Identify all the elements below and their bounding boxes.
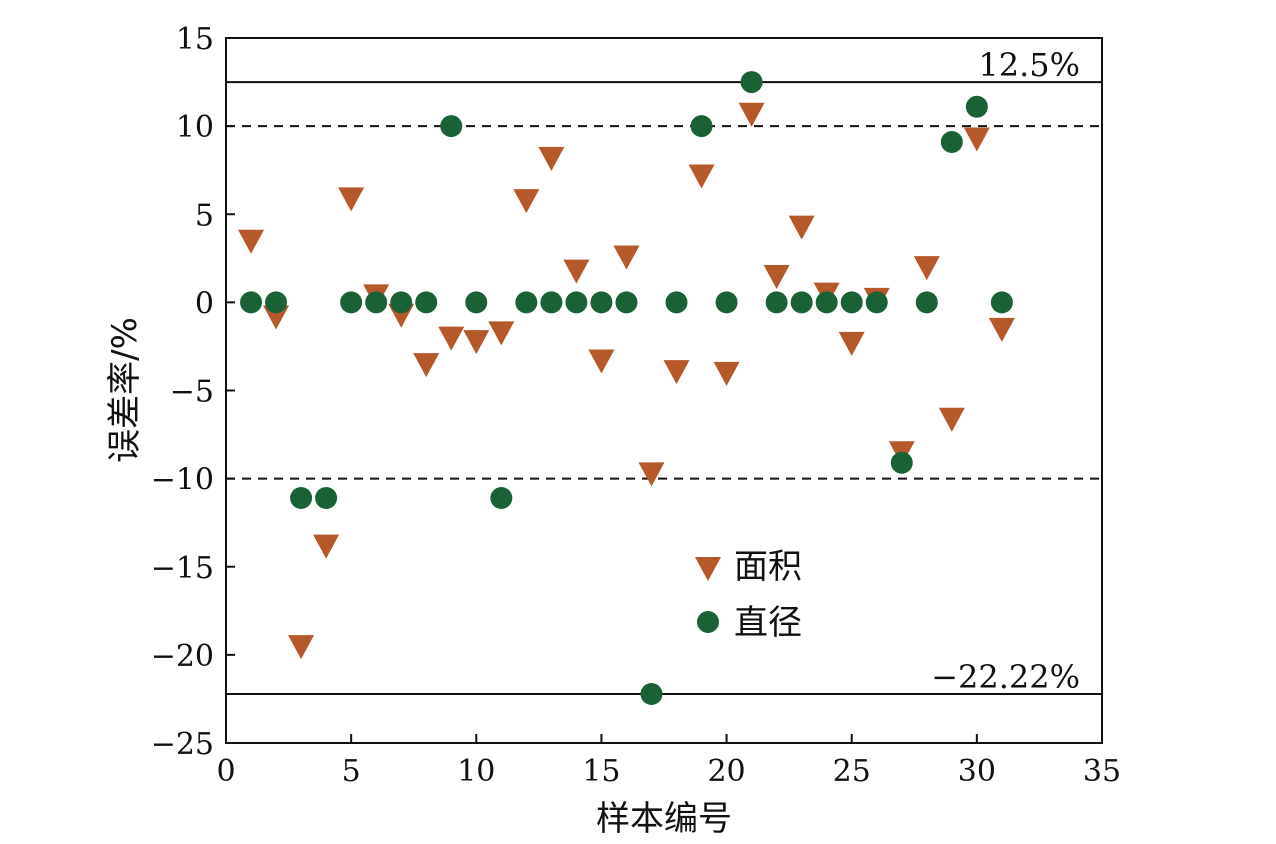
- diameter-point: [465, 291, 488, 314]
- diameter-point: [940, 130, 963, 153]
- legend-marker-diameter: [697, 611, 719, 633]
- legend: 面积 直径: [695, 547, 802, 643]
- diameter-point: [590, 291, 613, 314]
- y-tick-label: −10: [151, 463, 214, 498]
- diameter-point: [615, 291, 638, 314]
- diameter-point: [890, 451, 913, 474]
- x-tick-label: 15: [582, 754, 620, 789]
- area-point: [513, 189, 540, 214]
- reference-lines: 12.5% −22.22%: [226, 46, 1102, 696]
- diameter-point: [440, 115, 463, 138]
- area-point: [438, 326, 465, 351]
- diameter-point: [815, 291, 838, 314]
- y-tick-label: −15: [151, 551, 214, 586]
- diameter-point: [365, 291, 388, 314]
- x-tick-label: 25: [833, 754, 871, 789]
- diameter-point: [540, 291, 563, 314]
- area-point: [538, 146, 565, 171]
- diameter-point: [715, 291, 738, 314]
- data-markers: [238, 71, 1015, 706]
- x-axis-title: 样本编号: [596, 799, 732, 839]
- plot-frame: [225, 37, 1103, 744]
- x-tick-label: 5: [342, 754, 361, 789]
- area-point: [988, 317, 1015, 342]
- diameter-point: [665, 291, 688, 314]
- diameter-point: [490, 487, 513, 510]
- y-tick-label: −25: [151, 727, 214, 762]
- diameter-point: [340, 291, 363, 314]
- area-point: [313, 534, 340, 559]
- area-point: [938, 407, 965, 432]
- area-point: [563, 259, 590, 284]
- area-point: [713, 361, 740, 386]
- diameter-point: [965, 95, 988, 118]
- diameter-point: [415, 291, 438, 314]
- x-tick-label: 10: [457, 754, 495, 789]
- area-point: [663, 360, 690, 385]
- diameter-point: [740, 71, 763, 94]
- diameter-point: [515, 291, 538, 314]
- area-point: [638, 462, 665, 487]
- x-tick-label: 0: [216, 754, 235, 789]
- area-point: [238, 229, 265, 254]
- diameter-point: [690, 115, 713, 138]
- legend-marker-area: [695, 557, 721, 581]
- diameter-point: [290, 487, 313, 510]
- diameter-point: [240, 291, 263, 314]
- area-point: [788, 215, 815, 240]
- area-point: [738, 102, 765, 127]
- area-point: [338, 187, 365, 212]
- area-point: [288, 635, 315, 660]
- y-tick-label: −20: [151, 639, 214, 674]
- x-tick-label: 20: [707, 754, 745, 789]
- area-point: [613, 245, 640, 270]
- area-point: [913, 256, 940, 281]
- area-point: [838, 331, 865, 356]
- area-point: [688, 164, 715, 189]
- reference-label-0: 12.5%: [978, 46, 1080, 84]
- diameter-point: [765, 291, 788, 314]
- y-tick-label: 10: [176, 110, 214, 145]
- diameter-point: [915, 291, 938, 314]
- y-tick-label: 0: [195, 286, 214, 321]
- area-point: [588, 349, 615, 374]
- area-point: [263, 305, 290, 330]
- area-point: [488, 321, 515, 346]
- diameter-point: [565, 291, 588, 314]
- y-axis-title: 误差率/%: [105, 317, 145, 463]
- legend-label-diameter: 直径: [734, 603, 802, 643]
- diameter-point: [315, 487, 338, 510]
- diameter-point: [790, 291, 813, 314]
- legend-label-area: 面积: [734, 547, 802, 587]
- y-tick-label: 5: [195, 198, 214, 233]
- diameter-point: [640, 683, 663, 706]
- y-axis-ticks: 15 10 5 0 −5 −10 −15 −20 −25: [151, 22, 235, 762]
- area-point: [763, 264, 790, 289]
- diameter-point: [840, 291, 863, 314]
- area-point: [413, 353, 440, 378]
- diameter-point: [390, 291, 413, 314]
- diameter-point: [265, 291, 288, 314]
- x-tick-label: 35: [1083, 754, 1121, 789]
- x-axis-ticks: 0 5 10 15 20 25 30 35: [216, 734, 1121, 789]
- reference-label-3: −22.22%: [931, 658, 1080, 696]
- diameter-point: [865, 291, 888, 314]
- area-point: [463, 330, 490, 355]
- y-tick-label: 15: [176, 22, 214, 57]
- y-tick-label: −5: [170, 375, 214, 410]
- x-tick-label: 30: [958, 754, 996, 789]
- diameter-point: [990, 291, 1013, 314]
- area-point: [963, 127, 990, 152]
